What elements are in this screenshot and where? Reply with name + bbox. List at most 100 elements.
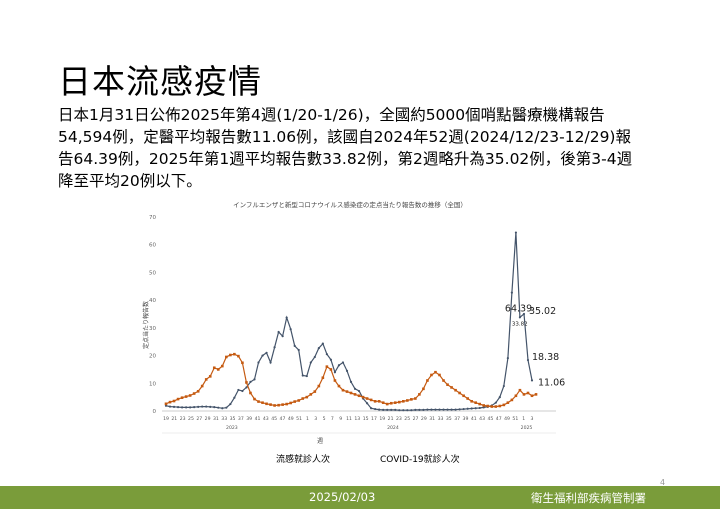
influenza-point [365,402,369,405]
covid-point [164,402,168,406]
covid-point [474,401,477,404]
covid-point [265,402,268,406]
covid-point [502,403,506,407]
influenza-point [164,404,168,407]
covid-point [176,397,180,401]
x-tick-label: 13 [354,416,360,422]
y-tick-label: 0 [153,409,157,415]
influenza-point [345,369,349,372]
covid-point [329,368,333,371]
x-tick-label: 29 [421,416,427,422]
influenza-point [470,407,473,410]
page-number: 4 [660,478,666,487]
influenza-point [349,380,353,383]
x-tick-label: 45 [487,416,493,422]
year-label: 2025 [521,425,533,431]
influenza-point [442,408,445,411]
covid-point [221,364,224,368]
influenza-point [245,386,248,389]
covid-point [450,386,453,389]
covid-point [333,379,337,382]
covid-point [442,379,445,382]
influenza-point [180,406,184,409]
x-tick-label: 43 [263,416,269,422]
y-tick-label: 70 [149,215,156,221]
influenza-point [378,408,381,411]
influenza-point [398,409,401,412]
influenza-point [172,405,176,408]
covid-point [393,401,397,404]
covid-point [285,402,288,406]
influenza-point [482,406,485,409]
covid-point [397,400,401,404]
x-axis-label: 週 [317,437,323,445]
data-label: 11.06 [538,377,565,388]
x-tick-label: 35 [230,416,236,422]
covid-point [458,391,461,395]
influenza-point [502,384,505,388]
influenza-point [168,405,172,408]
covid-point [245,381,248,384]
x-tick-label: 25 [404,416,410,422]
covid-point [168,400,172,404]
x-tick-label: 23 [396,416,402,422]
x-tick-label: 1 [306,416,309,422]
covid-point [293,400,297,403]
covid-point [204,378,208,381]
covid-point [229,353,232,357]
influenza-point [434,408,437,411]
data-label: 18.38 [532,352,559,363]
covid-point [446,383,449,386]
influenza-point [321,342,324,345]
influenza-point [462,407,465,411]
influenza-point [217,406,220,409]
covid-point [341,388,345,392]
covid-point [490,405,494,408]
covid-point [349,391,353,395]
data-label: 35.02 [529,306,556,317]
covid-point [365,397,369,400]
influenza-point [297,348,300,352]
x-tick-label: 25 [188,416,194,422]
influenza-point [370,407,373,410]
covid-point [305,395,309,399]
covid-point [273,404,276,407]
influenza-point [233,396,236,399]
covid-point [301,397,305,400]
covid-point [361,395,365,399]
x-tick-label: 49 [288,416,294,422]
y-tick-label: 50 [149,270,156,276]
legend-influenza: 流感就診人次 [276,455,331,465]
covid-point [208,375,212,378]
influenza-point [390,408,393,411]
x-tick-label: 37 [238,416,244,422]
footer-organization: 衛生福利部疾病管制署 [531,491,646,505]
x-tick-label: 3 [314,416,317,422]
influenza-point [530,379,534,382]
x-tick-label: 11 [346,416,352,422]
covid-point [249,391,252,395]
x-tick-label: 41 [255,416,261,422]
covid-point [373,400,377,403]
summary-line: 告64.39例，2025年第1週平均報告數33.82例，第2週略升為35.02例… [58,150,633,168]
influenza-point [209,405,212,408]
covid-point [410,398,413,401]
influenza-point [446,408,449,411]
x-tick-label: 3 [531,416,534,422]
influenza-point [478,406,481,410]
influenza-point [213,406,216,409]
footer-date: 2025/02/03 [309,490,376,504]
slide-title: 日本流感疫情 [58,62,262,101]
chart-lines [164,231,538,412]
influenza-point [229,402,232,406]
influenza-point [357,389,361,393]
x-tick-label: 47 [280,416,286,422]
y-tick-label: 10 [149,381,156,387]
summary-line: 降至平均20例以下。 [58,172,202,190]
influenza-point [406,409,409,412]
summary-line: 54,594例，定醫平均報告數11.06例，該國自2024年52週(2024/1… [58,128,631,146]
influenza-point [205,405,208,408]
x-tick-label: 33 [221,416,227,422]
